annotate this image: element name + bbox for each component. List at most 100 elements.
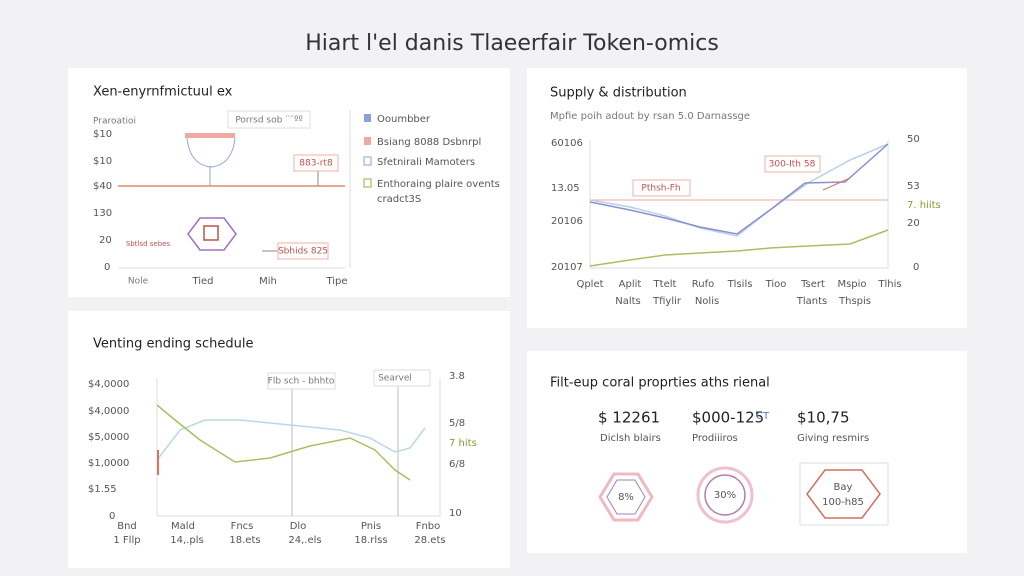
badge-text: 100-h85	[822, 497, 864, 508]
x-label: Bnd	[117, 521, 137, 532]
stat-value: $000-125	[692, 409, 764, 427]
callout-text: Flb sch - bhhto	[268, 377, 335, 387]
square	[203, 225, 219, 241]
badge	[598, 472, 654, 522]
callout	[373, 369, 431, 387]
line	[822, 177, 851, 191]
y2-label: 0	[913, 262, 919, 273]
y-label: $5,0000	[88, 432, 129, 443]
x-label: Thspis	[838, 296, 871, 307]
x-label: Tlhis	[877, 279, 901, 290]
stat-label: Prodiiiros	[692, 433, 738, 444]
line	[589, 143, 889, 237]
x-label: Ttelt	[653, 279, 677, 290]
panel	[527, 68, 967, 328]
callout	[632, 179, 691, 197]
stat-unit: CT	[756, 411, 770, 422]
panel	[527, 351, 967, 553]
hexagon	[187, 217, 237, 251]
legend-entry: Sfetnirali Mamoters	[377, 157, 475, 168]
x-label: Fnbo	[416, 521, 441, 532]
legend-entry: Ooumbber	[377, 114, 431, 125]
badge-box	[799, 462, 889, 526]
x-label: 18.rlss	[354, 535, 387, 546]
y-label: $10	[93, 129, 112, 140]
x-label: Dlo	[290, 521, 307, 532]
x-label: Tsert	[800, 279, 825, 290]
callout-text: Porrsd sob ¨¨ºº	[235, 116, 302, 126]
x-label: Tied	[191, 276, 213, 287]
badge	[606, 479, 646, 515]
callout-text: Pthsh-Fh	[641, 184, 680, 194]
y-label: Praroatioi	[93, 117, 136, 127]
x-label: Mih	[259, 276, 277, 287]
x-label: Nolis	[695, 296, 719, 307]
y-label: 13.05	[551, 183, 580, 194]
badge	[704, 474, 746, 516]
callout	[277, 242, 329, 260]
y-label: $4,0000	[88, 379, 129, 390]
y-label: $4,0000	[88, 406, 129, 417]
badge	[696, 466, 754, 524]
x-label: 1 Fllp	[113, 535, 140, 546]
x-label: 14,.pls	[170, 535, 203, 546]
panel-title: Venting ending schedule	[93, 337, 253, 352]
line	[589, 229, 889, 267]
y-label: 20106	[551, 216, 583, 227]
callout-text: 883-rt8	[299, 159, 333, 169]
legend-swatch	[363, 178, 372, 188]
x-label: 28.ets	[414, 535, 445, 546]
line	[156, 419, 426, 461]
x-label: Mspio	[837, 279, 866, 290]
legend-swatch	[363, 156, 372, 166]
y2-label: 7 hits	[449, 438, 477, 449]
y2-label: 53	[907, 181, 920, 192]
panel-title: Filt-eup coral proprties aths rienal	[550, 376, 770, 391]
y-label: 60106	[551, 138, 583, 149]
stat-label: Giving resmirs	[797, 433, 869, 444]
y-label: $1,0000	[88, 458, 129, 469]
callout	[293, 154, 339, 172]
badge-text: 30%	[714, 490, 736, 501]
legend-entry: Enthoraing plaire ovents	[377, 179, 500, 190]
y2-label: 7. hiits	[907, 200, 941, 211]
x-label: Tipe	[325, 276, 347, 287]
y-label: 20	[99, 235, 112, 246]
shape	[186, 137, 236, 168]
y2-label: 10	[449, 508, 462, 519]
x-label: Nole	[128, 277, 149, 287]
callout	[227, 110, 311, 129]
bar	[185, 133, 235, 138]
callout	[764, 155, 821, 173]
legend: Ooumbber Bsiang 8088 Dsbnrpl Sfetnirali …	[363, 114, 500, 205]
line	[156, 404, 411, 481]
y2-label: 50	[907, 134, 920, 145]
stat-value: $10,75	[797, 409, 850, 427]
y-label: $1.55	[88, 484, 117, 495]
panel-title: Supply & distribution	[550, 86, 687, 101]
badge	[806, 469, 881, 519]
legend-swatch	[364, 137, 371, 145]
y2-label: 6/8	[449, 459, 465, 470]
x-label: Mald	[171, 521, 195, 532]
badge-text: Bay	[834, 482, 853, 493]
line	[589, 143, 889, 235]
legend-swatch	[364, 114, 371, 122]
page-title: Hiart l'el danis Tlaeerfair Token-omics	[305, 31, 719, 56]
legend-entry: Bsiang 8088 Dsbnrpl	[377, 137, 481, 148]
x-label: Tlsils	[727, 279, 753, 290]
x-label: Tioo	[765, 279, 787, 290]
y-label: 0	[109, 511, 115, 522]
stat-value: $ 12261	[598, 409, 660, 427]
x-label: Tlants	[796, 296, 827, 307]
panel-subtitle: Mpfie poih adout by rsan 5.0 Darnassge	[550, 111, 750, 122]
callout-text: Searvel	[378, 374, 412, 384]
y-labels: Praroatioi $10 $10 $40 130 20 0	[93, 117, 136, 274]
x-label: Pnis	[361, 521, 381, 532]
x-label: Rufo	[692, 279, 714, 290]
y2-label: 5/8	[449, 418, 465, 429]
x-label: Nalts	[615, 296, 641, 307]
x-label: Aplit	[619, 279, 642, 290]
y-label: $40	[93, 181, 112, 192]
x-label: Qplet	[576, 279, 603, 290]
